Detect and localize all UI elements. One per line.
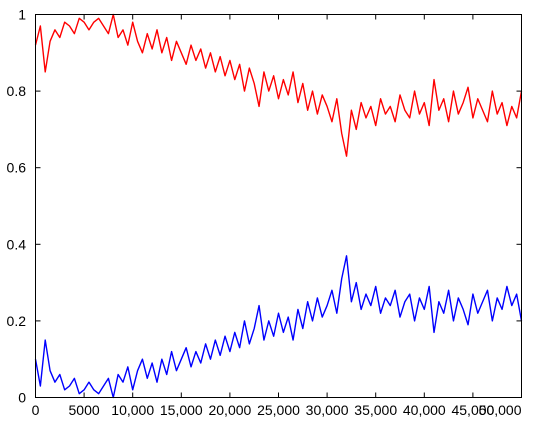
x-tick-label: 50,000	[479, 402, 522, 418]
x-tick-label: 5000	[69, 402, 100, 418]
x-axis: 0 5000 10,000 15,000 20,000 25,000 30,000 35,00…	[32, 14, 522, 418]
y-tick-label: 0	[18, 390, 26, 406]
plot-frame	[35, 14, 522, 398]
series-line-1	[34, 13, 523, 157]
x-tick-label: 0	[32, 402, 40, 418]
y-tick-label: 0.6	[7, 160, 27, 176]
series-line-2	[34, 255, 523, 399]
series-group	[34, 13, 523, 399]
x-tick-label: 25,000	[257, 402, 300, 418]
y-tick-label: 0.8	[7, 83, 27, 99]
x-tick-label: 30,000	[306, 402, 349, 418]
y-tick-label: 0.2	[7, 313, 27, 329]
x-tick-label: 35,000	[354, 402, 397, 418]
x-tick-label: 45,000	[451, 402, 494, 418]
y-tick-label: 1	[18, 7, 26, 23]
x-tick-label: 15,000	[160, 402, 203, 418]
x-tick-label: 10,000	[111, 402, 154, 418]
x-tick-label: 40,000	[403, 402, 446, 418]
x-tick-label: 20,000	[208, 402, 251, 418]
y-axis: 0 0.2 0.4 0.6 0.8 1	[7, 7, 522, 406]
y-tick-label: 0.4	[7, 236, 27, 252]
